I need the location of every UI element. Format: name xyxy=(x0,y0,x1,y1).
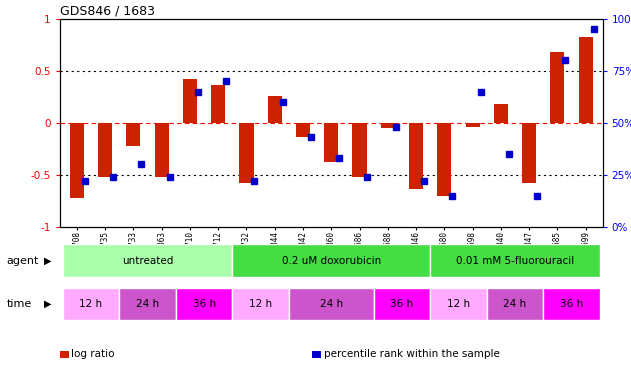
Bar xyxy=(119,288,176,320)
Bar xyxy=(239,123,254,183)
Bar xyxy=(430,288,487,320)
Bar xyxy=(289,288,374,320)
Text: 36 h: 36 h xyxy=(560,299,583,309)
Bar xyxy=(296,123,310,137)
Text: 12 h: 12 h xyxy=(447,299,470,309)
Bar xyxy=(232,288,289,320)
Text: 0.01 mM 5-fluorouracil: 0.01 mM 5-fluorouracil xyxy=(456,256,574,266)
Text: percentile rank within the sample: percentile rank within the sample xyxy=(324,350,500,359)
Bar xyxy=(183,79,197,123)
Bar xyxy=(487,288,543,320)
Bar xyxy=(126,123,141,146)
Bar xyxy=(62,288,119,320)
Bar xyxy=(409,123,423,189)
Bar xyxy=(579,38,593,123)
Bar xyxy=(70,123,84,198)
Bar xyxy=(430,244,600,277)
Bar xyxy=(62,244,232,277)
Bar xyxy=(522,123,536,183)
Bar xyxy=(543,288,600,320)
Bar xyxy=(380,123,395,128)
Text: GDS846 / 1683: GDS846 / 1683 xyxy=(60,4,155,18)
Text: 36 h: 36 h xyxy=(391,299,413,309)
Text: time: time xyxy=(6,299,32,309)
Text: 12 h: 12 h xyxy=(249,299,272,309)
Bar xyxy=(268,96,282,123)
Bar xyxy=(494,104,508,123)
Bar xyxy=(176,288,232,320)
Bar xyxy=(211,86,225,123)
Bar xyxy=(353,123,367,177)
Bar xyxy=(232,244,430,277)
Text: 24 h: 24 h xyxy=(136,299,159,309)
Text: agent: agent xyxy=(6,256,38,266)
Bar xyxy=(324,123,338,162)
Bar xyxy=(550,52,565,123)
Bar xyxy=(437,123,451,196)
Bar xyxy=(466,123,480,127)
Bar xyxy=(374,288,430,320)
Text: untreated: untreated xyxy=(122,256,174,266)
Text: 0.2 uM doxorubicin: 0.2 uM doxorubicin xyxy=(281,256,381,266)
Text: 36 h: 36 h xyxy=(192,299,216,309)
Bar xyxy=(155,123,168,177)
Text: ▶: ▶ xyxy=(44,299,52,309)
Text: 24 h: 24 h xyxy=(320,299,343,309)
Text: 12 h: 12 h xyxy=(80,299,103,309)
Text: 24 h: 24 h xyxy=(504,299,526,309)
Text: log ratio: log ratio xyxy=(71,350,115,359)
Bar xyxy=(98,123,112,177)
Text: ▶: ▶ xyxy=(44,256,52,266)
